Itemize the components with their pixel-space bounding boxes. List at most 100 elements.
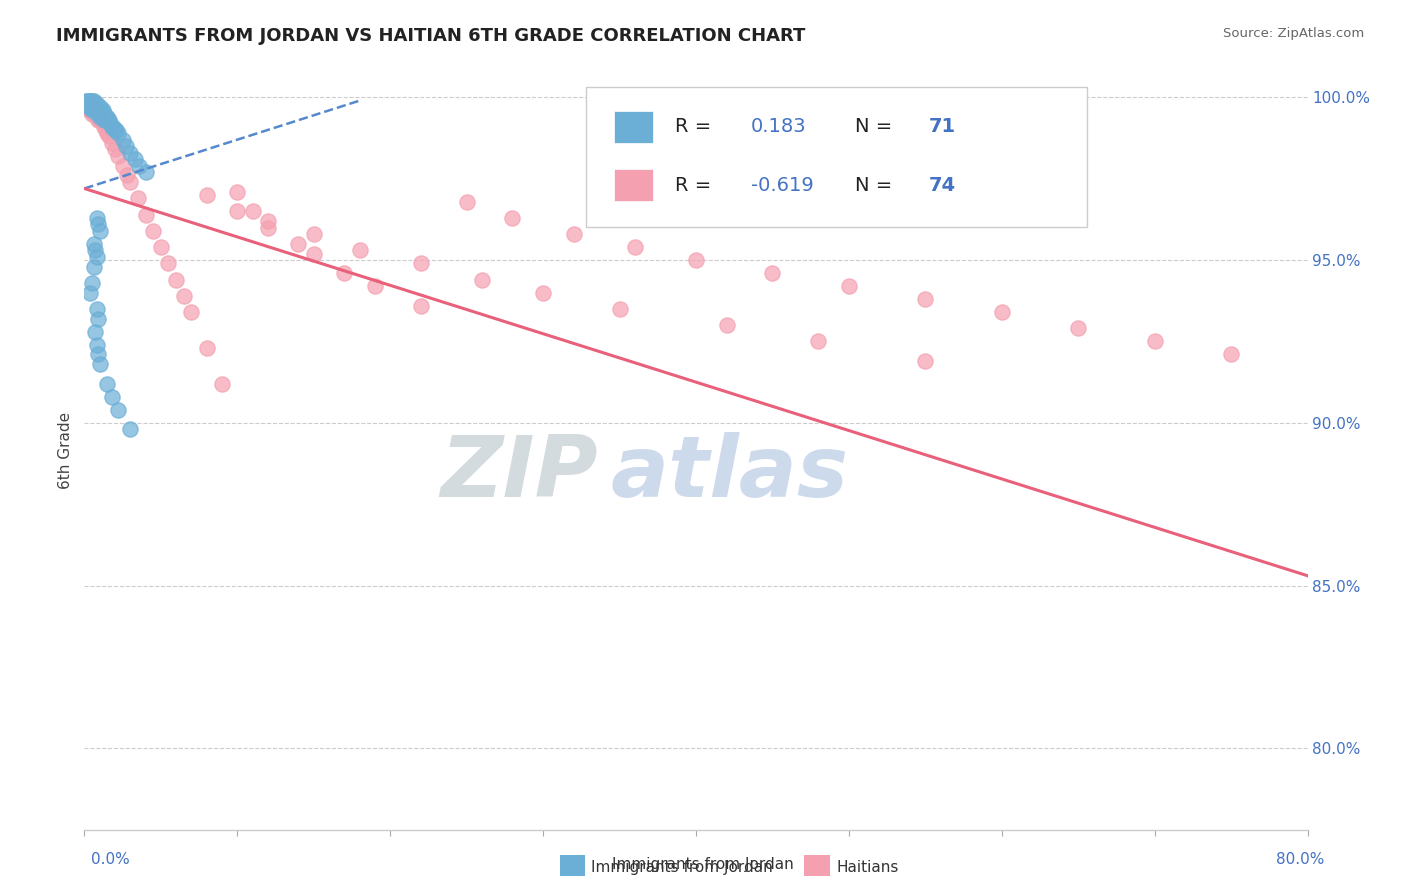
Point	[349, 244, 371, 258]
Point	[302, 227, 325, 241]
FancyBboxPatch shape	[614, 111, 654, 143]
Text: Source: ZipAtlas.com: Source: ZipAtlas.com	[1223, 27, 1364, 40]
Point	[96, 110, 118, 124]
Point	[257, 214, 280, 228]
Point	[79, 100, 101, 114]
Point	[142, 224, 165, 238]
Point	[84, 103, 107, 118]
Point	[91, 116, 114, 130]
Y-axis label: 6th Grade: 6th Grade	[58, 412, 73, 489]
Point	[87, 113, 110, 128]
Point	[838, 279, 860, 293]
Point	[80, 94, 103, 108]
Point	[80, 103, 103, 118]
Point	[96, 376, 118, 391]
Text: -0.619: -0.619	[751, 176, 814, 194]
Point	[364, 279, 387, 293]
Text: R =: R =	[675, 117, 717, 136]
Point	[80, 100, 103, 114]
Text: R =: R =	[675, 176, 717, 194]
Point	[89, 113, 111, 128]
Point	[83, 100, 105, 114]
Point	[75, 96, 97, 111]
Point	[180, 305, 202, 319]
Point	[86, 211, 108, 225]
Point	[77, 100, 100, 114]
Point	[91, 110, 114, 124]
Point	[111, 159, 134, 173]
Point	[135, 208, 157, 222]
Point	[97, 129, 120, 144]
Point	[761, 266, 783, 280]
Point	[80, 103, 103, 118]
Point	[86, 250, 108, 264]
Text: IMMIGRANTS FROM JORDAN VS HAITIAN 6TH GRADE CORRELATION CHART: IMMIGRANTS FROM JORDAN VS HAITIAN 6TH GR…	[56, 27, 806, 45]
Point	[257, 220, 280, 235]
Point	[101, 120, 124, 134]
Point	[84, 106, 107, 120]
Point	[107, 126, 129, 140]
Point	[93, 113, 115, 128]
Point	[107, 402, 129, 417]
Point	[77, 100, 100, 114]
Point	[97, 113, 120, 128]
Point	[84, 100, 107, 114]
Point	[287, 236, 309, 251]
Point	[105, 123, 128, 137]
Point	[87, 100, 110, 114]
Point	[471, 272, 494, 286]
Point	[79, 103, 101, 118]
Point	[149, 240, 172, 254]
Point	[103, 120, 125, 134]
Point	[914, 354, 936, 368]
Point	[195, 188, 218, 202]
Point	[96, 113, 118, 128]
Point	[90, 106, 112, 120]
Point	[79, 94, 101, 108]
Point	[914, 292, 936, 306]
Point	[165, 272, 187, 286]
Point	[135, 165, 157, 179]
Point	[84, 96, 107, 111]
Point	[87, 217, 110, 231]
Point	[83, 94, 105, 108]
Text: 80.0%: 80.0%	[1277, 852, 1324, 867]
Point	[80, 100, 103, 114]
Point	[87, 311, 110, 326]
Point	[114, 139, 136, 153]
Point	[456, 194, 478, 209]
Point	[1220, 347, 1243, 361]
Text: 74: 74	[928, 176, 956, 194]
Point	[409, 256, 432, 270]
Text: N =: N =	[855, 176, 898, 194]
Text: 0.0%: 0.0%	[91, 852, 131, 867]
Point	[1143, 334, 1166, 349]
Point	[93, 120, 115, 134]
Point	[96, 126, 118, 140]
Point	[80, 94, 103, 108]
Point	[104, 143, 127, 157]
Point	[84, 325, 107, 339]
Point	[75, 94, 97, 108]
Point	[87, 347, 110, 361]
Point	[80, 106, 103, 120]
Point	[79, 285, 101, 300]
Point	[83, 260, 105, 274]
Point	[77, 103, 100, 118]
Text: ZIP: ZIP	[440, 432, 598, 515]
Point	[94, 110, 117, 124]
Point	[157, 256, 180, 270]
Text: 0.183: 0.183	[751, 117, 807, 136]
Point	[83, 236, 105, 251]
FancyBboxPatch shape	[586, 87, 1087, 227]
Point	[502, 211, 524, 225]
Point	[120, 175, 142, 189]
Point	[93, 106, 115, 120]
Point	[91, 103, 114, 118]
Point	[226, 185, 249, 199]
Text: Immigrants from Jordan: Immigrants from Jordan	[591, 860, 772, 874]
Point	[89, 110, 111, 124]
Point	[94, 123, 117, 137]
FancyBboxPatch shape	[614, 169, 654, 201]
Point	[609, 301, 631, 316]
